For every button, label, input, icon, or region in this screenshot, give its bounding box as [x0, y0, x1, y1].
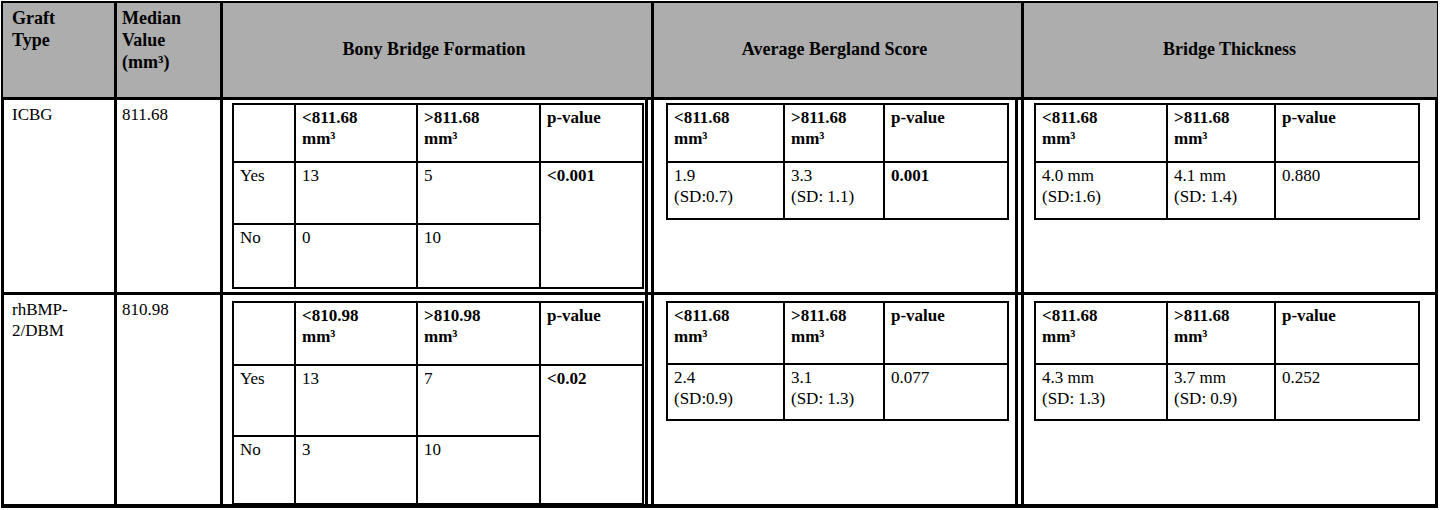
col-header-above-median: >811.68 mm³	[784, 302, 884, 364]
yes-below-count: 13	[295, 365, 417, 436]
thickness-below-median: 4.0 mm (SD:1.6)	[1035, 162, 1167, 219]
bridge-thickness-subtable: <811.68 mm³ >811.68 mm³ p-value 4.0 mm (…	[1034, 103, 1420, 220]
header-graft-type: Graft Type	[12, 8, 110, 52]
col-header-below-median: <811.68 mm³	[1035, 104, 1167, 162]
row-label-no: No	[233, 224, 295, 288]
graft-type-value: ICBG	[12, 104, 110, 125]
header-bottom-rule	[3, 97, 1437, 100]
bridge-thickness-subtable: <811.68 mm³ >811.68 mm³ p-value 4.3 mm (…	[1034, 301, 1420, 421]
divider-bergland-thickness-inner	[1015, 99, 1018, 506]
col-header-pvalue: p-value	[884, 302, 1008, 364]
header-bridge-thickness: Bridge Thickness	[1023, 3, 1436, 97]
col-header-below-median: <811.68 mm³	[1035, 302, 1167, 364]
col-header-pvalue: p-value	[540, 104, 643, 162]
divider-bony-bergland-inner	[645, 99, 648, 506]
bergland-score-subtable: <811.68 mm³ >811.68 mm³ p-value 2.4 (SD:…	[666, 301, 1009, 421]
graft-results-table: Graft Type Median Value (mm³) Bony Bridg…	[0, 0, 1440, 510]
bony-bridge-subtable: <811.68 mm³ >811.68 mm³ p-value Yes 13 5…	[232, 103, 644, 289]
col-header-above-median: >811.68 mm³	[1167, 302, 1275, 364]
graft-type-value: rhBMP- 2/DBM	[12, 299, 110, 342]
score-above-median: 3.3 (SD: 1.1)	[784, 162, 884, 219]
header-bony-bridge-formation: Bony Bridge Formation	[222, 3, 646, 97]
row-divider-rule	[3, 292, 1437, 295]
col-header-pvalue: p-value	[884, 104, 1008, 162]
bergland-score-subtable: <811.68 mm³ >811.68 mm³ p-value 1.9 (SD:…	[666, 103, 1009, 220]
corner-cell	[233, 302, 295, 365]
pvalue-cell: <0.001	[540, 162, 643, 288]
col-header-below-median: <810.98 mm³	[295, 302, 417, 365]
col-header-below-median: <811.68 mm³	[667, 104, 784, 162]
yes-below-count: 13	[295, 162, 417, 224]
thickness-above-median: 4.1 mm (SD: 1.4)	[1167, 162, 1275, 219]
col-header-below-median: <811.68 mm³	[667, 302, 784, 364]
row-label-yes: Yes	[233, 162, 295, 224]
median-value: 810.98	[122, 299, 218, 320]
row-label-no: No	[233, 436, 295, 504]
median-value: 811.68	[122, 104, 218, 125]
no-above-count: 10	[417, 224, 540, 288]
no-above-count: 10	[417, 436, 540, 504]
divider-graft-median	[114, 3, 117, 506]
pvalue-cell: 0.077	[884, 364, 1008, 420]
header-median-value: Median Value (mm³)	[122, 8, 218, 74]
no-below-count: 3	[295, 436, 417, 504]
pvalue-cell: 0.880	[1275, 162, 1419, 219]
col-header-above-median: >810.98 mm³	[417, 302, 540, 365]
col-header-pvalue: p-value	[540, 302, 643, 365]
row-label-yes: Yes	[233, 365, 295, 436]
col-header-pvalue: p-value	[1275, 302, 1419, 364]
pvalue-cell: 0.252	[1275, 364, 1419, 420]
corner-cell	[233, 104, 295, 162]
col-header-above-median: >811.68 mm³	[417, 104, 540, 162]
bony-bridge-subtable: <810.98 mm³ >810.98 mm³ p-value Yes 13 7…	[232, 301, 644, 505]
score-below-median: 2.4 (SD:0.9)	[667, 364, 784, 420]
yes-above-count: 7	[417, 365, 540, 436]
header-average-bergland-score: Average Bergland Score	[653, 3, 1016, 97]
col-header-above-median: >811.68 mm³	[784, 104, 884, 162]
thickness-above-median: 3.7 mm (SD: 0.9)	[1167, 364, 1275, 420]
yes-above-count: 5	[417, 162, 540, 224]
thickness-below-median: 4.3 mm (SD: 1.3)	[1035, 364, 1167, 420]
pvalue-cell: <0.02	[540, 365, 643, 504]
col-header-below-median: <811.68 mm³	[295, 104, 417, 162]
score-above-median: 3.1 (SD: 1.3)	[784, 364, 884, 420]
col-header-pvalue: p-value	[1275, 104, 1419, 162]
col-header-above-median: >811.68 mm³	[1167, 104, 1275, 162]
score-below-median: 1.9 (SD:0.7)	[667, 162, 784, 219]
pvalue-cell: 0.001	[884, 162, 1008, 219]
no-below-count: 0	[295, 224, 417, 288]
